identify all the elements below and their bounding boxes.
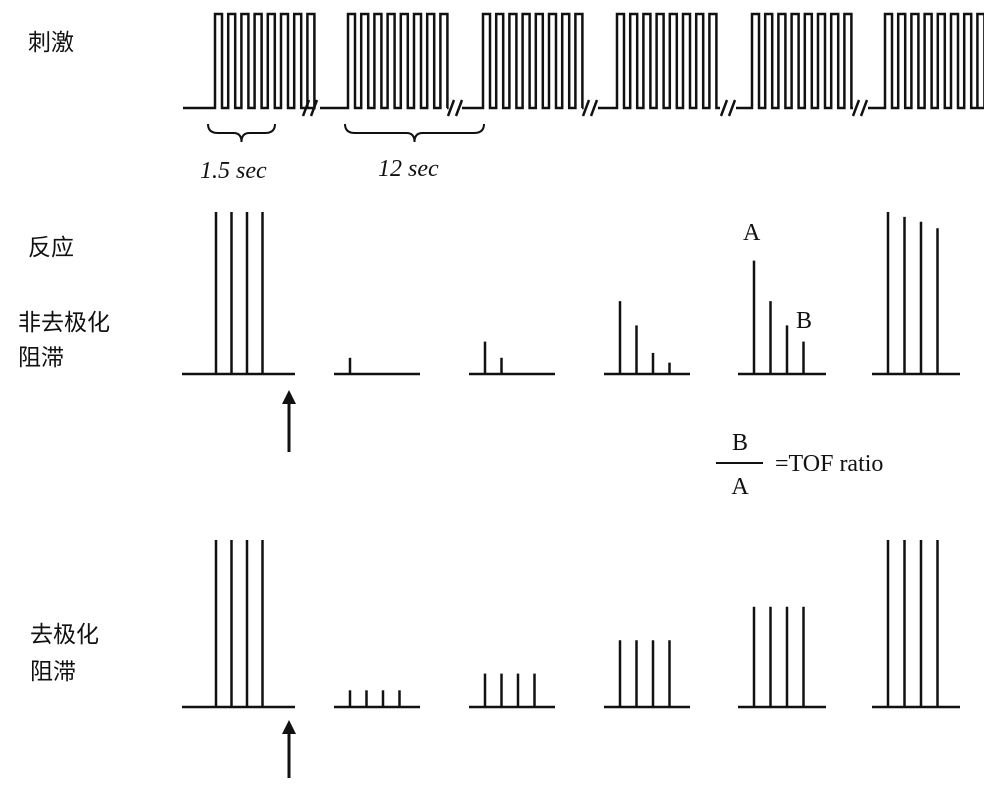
stimulus-trace bbox=[183, 12, 984, 117]
depolarizing-group-1 bbox=[182, 540, 295, 709]
nondepolarizing-group-2 bbox=[334, 357, 420, 376]
tof-numerator: B bbox=[731, 430, 748, 456]
tof-denominator: A bbox=[731, 474, 749, 500]
axis-break-3 bbox=[581, 99, 599, 117]
nondepolarizing-group-5 bbox=[738, 260, 826, 376]
nondepolarizing-arrow bbox=[282, 390, 296, 452]
depolarizing-label-line2: 阻滞 bbox=[30, 659, 76, 685]
axis-break-2 bbox=[446, 99, 464, 117]
interval-duration-label: 12 sec bbox=[378, 156, 439, 182]
depolarizing-arrow bbox=[282, 720, 296, 778]
nondepolarizing-group-1 bbox=[182, 212, 295, 376]
depolarizing-responses bbox=[182, 540, 960, 709]
axis-break-1 bbox=[301, 99, 319, 117]
depolarizing-group-6 bbox=[872, 540, 960, 709]
depolarizing-group-5 bbox=[738, 606, 826, 709]
train-duration-label: 1.5 sec bbox=[200, 158, 267, 184]
axis-break-5 bbox=[851, 99, 869, 117]
nondepolarizing-label-line2: 阻滞 bbox=[18, 345, 64, 371]
nondepolarizing-group-3 bbox=[469, 341, 555, 376]
peak-b-label: B bbox=[796, 308, 813, 334]
interval-duration-brace bbox=[344, 123, 485, 143]
nondepolarizing-label-line1: 非去极化 bbox=[18, 310, 110, 336]
nondepolarizing-responses bbox=[182, 212, 960, 376]
depolarizing-group-2 bbox=[334, 690, 420, 709]
stimulus-train-4 bbox=[598, 12, 720, 110]
stimulus-train-2 bbox=[320, 12, 449, 110]
nondepolarizing-group-6 bbox=[872, 212, 960, 376]
depolarizing-label-line1: 去极化 bbox=[30, 622, 99, 648]
stimulus-train-5 bbox=[736, 12, 853, 110]
train-duration-brace bbox=[207, 123, 276, 143]
duration-braces bbox=[207, 123, 485, 143]
axis-break-4 bbox=[719, 99, 737, 117]
stimulus-train-1 bbox=[183, 12, 316, 110]
stimulus-train-6 bbox=[868, 12, 984, 110]
stimulus-label: 刺激 bbox=[28, 30, 74, 56]
depolarizing-group-3 bbox=[469, 673, 555, 709]
stimulus-train-3 bbox=[462, 12, 584, 110]
response-label: 反应 bbox=[28, 235, 74, 261]
depolarizing-group-4 bbox=[604, 640, 690, 709]
arrows bbox=[282, 390, 296, 778]
nondepolarizing-group-4 bbox=[604, 301, 690, 376]
peak-a-label: A bbox=[743, 220, 761, 246]
tof-ratio-text: =TOF ratio bbox=[775, 451, 884, 477]
